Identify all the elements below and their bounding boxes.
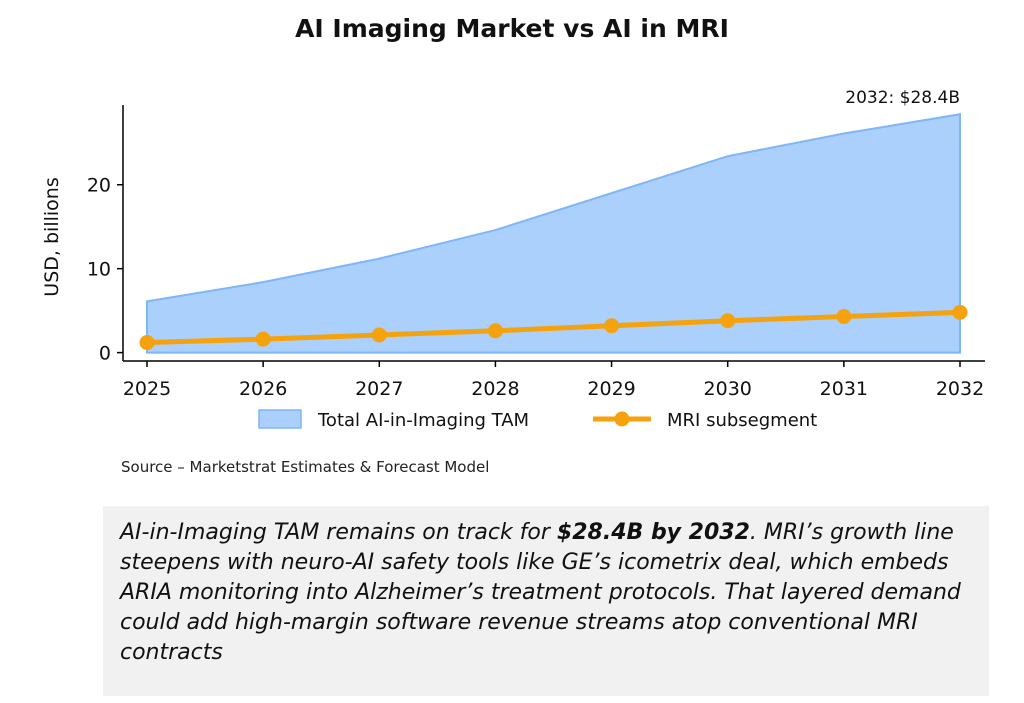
legend-label-mri: MRI subsegment xyxy=(667,410,817,431)
mri-point xyxy=(604,318,620,334)
plot-area: 0 10 20 2025 2026 2027 2028 2029 2030 2031 2032 USD… xyxy=(41,88,985,431)
mri-point xyxy=(255,331,271,347)
mri-point xyxy=(139,335,155,351)
mri-line xyxy=(146,309,961,346)
y-tick-label: 10 xyxy=(87,259,111,281)
chart: 0 10 20 2025 2026 2027 2028 2029 2030 2031 2032 USD… xyxy=(41,88,985,431)
commentary-text-2: . MRI’s growth line steepens with neuro-… xyxy=(120,520,961,665)
x-tick-label: 2030 xyxy=(704,378,752,400)
mri-point xyxy=(487,323,503,339)
y-axis-label: USD, billions xyxy=(41,177,63,296)
y-tick-label: 20 xyxy=(87,175,111,197)
annotation-label: 2032: $28.4B xyxy=(845,88,960,108)
mri-point xyxy=(720,313,736,329)
mri-point xyxy=(836,309,852,325)
commentary-highlight: $28.4B by 2032 xyxy=(556,520,750,545)
source-note: Source – Marketstrat Estimates & Forecas… xyxy=(121,458,490,476)
legend-swatch-tam xyxy=(258,409,302,429)
x-tick-label: 2029 xyxy=(587,378,635,400)
x-tick-label: 2027 xyxy=(355,378,403,400)
legend-label-tam: Total AI-in-Imaging TAM xyxy=(317,410,529,431)
tam-area xyxy=(146,113,961,354)
x-tick-label: 2032 xyxy=(936,378,984,400)
chart-title: AI Imaging Market vs AI in MRI xyxy=(295,14,729,43)
x-tick-label: 2026 xyxy=(239,378,287,400)
commentary-box: AI-in-Imaging TAM remains on track for $… xyxy=(103,506,989,696)
x-tick-label: 2028 xyxy=(471,378,519,400)
mri-point xyxy=(371,327,387,343)
legend-marker-mri xyxy=(614,411,630,427)
y-tick-label: 0 xyxy=(99,343,111,365)
mri-point xyxy=(952,304,968,320)
x-tick-label: 2025 xyxy=(123,378,171,400)
x-tick-label: 2031 xyxy=(820,378,868,400)
commentary-text-1: AI-in-Imaging TAM remains on track for xyxy=(120,520,557,545)
